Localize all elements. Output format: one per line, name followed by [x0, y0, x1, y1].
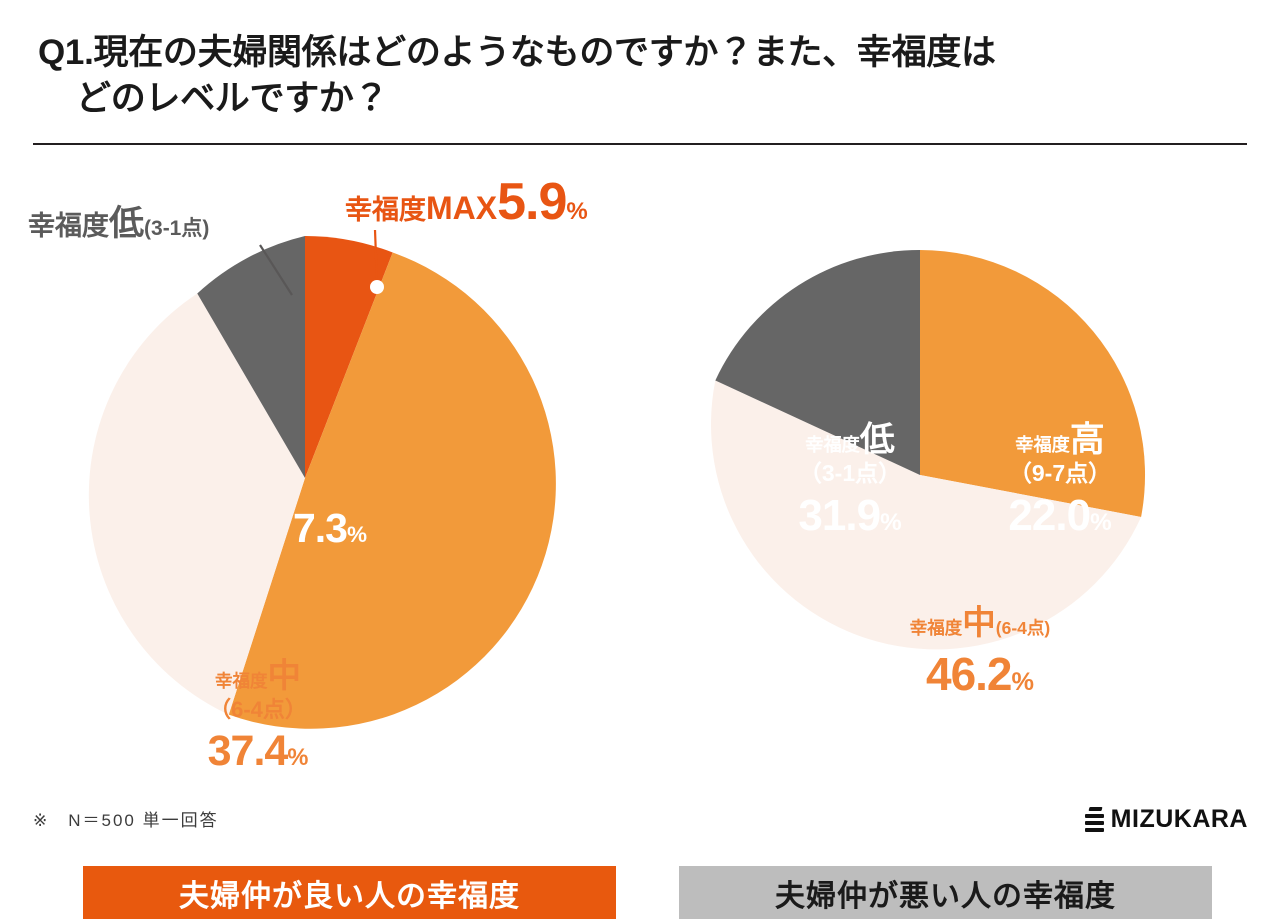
left-max-callout: 幸福度MAX5.9% — [345, 173, 588, 231]
title-line-1: Q1.現在の夫婦関係はどのようなものですか？また、幸福度は — [38, 33, 996, 72]
right-pie-svg — [710, 249, 1146, 650]
header: Q1.現在の夫婦関係はどのようなものですか？また、幸福度はどのレベルですか？ — [38, 30, 1218, 121]
brand-logo-text: MIZUKARA — [1110, 805, 1248, 833]
page-title: Q1.現在の夫婦関係はどのようなものですか？また、幸福度はどのレベルですか？ — [38, 30, 1218, 121]
slice-max — [305, 236, 393, 478]
title-line-2: どのレベルですか？ — [76, 78, 389, 118]
right-pie-chart: 幸福度低 （3-1点） 31.9% 幸福度高 （9-7点） 22.0% 幸福度中… — [690, 245, 1150, 705]
slice-high — [920, 250, 1146, 517]
charts-area: 7.3% 幸福度中 （6-4点） 37.4% 幸福度高(9-7点) 49.4% — [0, 150, 1280, 919]
slice-low — [715, 249, 920, 475]
left-pie-chart: 7.3% 幸福度中 （6-4点） 37.4% 幸福度高(9-7点) 49.4% — [55, 228, 585, 792]
slice-mid — [88, 293, 305, 715]
header-divider — [33, 143, 1247, 145]
left-pie-svg — [88, 236, 556, 729]
stacked-bars-icon — [1084, 807, 1104, 832]
right-chart-caption: 夫婦仲が悪い人の幸福度 — [679, 866, 1212, 919]
slice-mid — [710, 380, 1142, 650]
sample-size-note: ※ N＝500 単一回答 — [33, 811, 219, 830]
right-chart-block: 幸福度低 （3-1点） 31.9% 幸福度高 （9-7点） 22.0% 幸福度中… — [640, 150, 1280, 919]
left-low-callout: 幸福度低(3-1点) — [28, 204, 210, 243]
slice-high — [228, 252, 556, 729]
slide-root: Q1.現在の夫婦関係はどのようなものですか？また、幸福度はどのレベルですか？ — [0, 30, 1280, 919]
brand-logo: MIZUKARA — [1084, 805, 1248, 834]
left-chart-block: 7.3% 幸福度中 （6-4点） 37.4% 幸福度高(9-7点) 49.4% — [0, 150, 640, 919]
slice-low — [197, 236, 305, 478]
left-high-value: 49.4% — [460, 740, 570, 793]
left-mid-value: 37.4% — [207, 727, 309, 776]
left-chart-caption: 夫婦仲が良い人の幸福度 — [83, 866, 616, 919]
